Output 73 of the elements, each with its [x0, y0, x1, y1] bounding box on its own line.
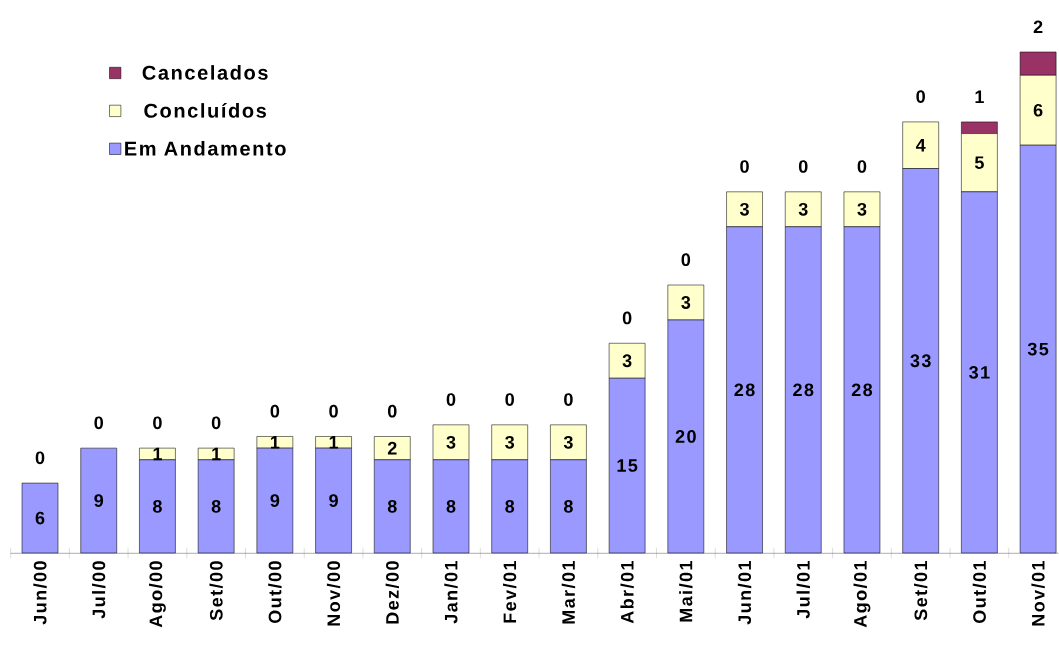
- x-tick-label: Ago/01: [853, 561, 871, 628]
- x-tick-label: Nov/00: [326, 561, 341, 626]
- data-label: 0: [35, 451, 45, 465]
- data-label: 3: [857, 202, 867, 216]
- legend-label: Concluídos: [144, 102, 266, 118]
- data-label: 35: [1027, 342, 1049, 356]
- data-label: 8: [446, 500, 456, 513]
- data-label: 1: [153, 447, 162, 461]
- data-label: 0: [740, 160, 749, 173]
- data-label: 28: [793, 383, 814, 397]
- legend-label: Cancelados: [142, 65, 268, 80]
- data-label: 3: [622, 354, 632, 368]
- data-label: 8: [211, 500, 221, 513]
- data-label: 0: [153, 416, 162, 430]
- data-label: 9: [270, 494, 280, 507]
- data-label: 0: [211, 416, 221, 430]
- x-tick-label: Set/00: [209, 561, 223, 621]
- data-label: 1: [270, 436, 280, 449]
- x-tick-label: Mar/01: [561, 561, 576, 624]
- data-label: 3: [798, 202, 808, 216]
- data-label: 9: [329, 494, 338, 507]
- data-label: 9: [94, 494, 104, 507]
- x-tick-label: Fev/01: [502, 561, 517, 623]
- data-label: 3: [446, 435, 456, 449]
- x-tick-label: Jan/01: [444, 561, 458, 624]
- legend-label: Em Andamento: [125, 140, 286, 156]
- x-tick-label: Dez/00: [385, 561, 399, 624]
- data-label: 8: [152, 500, 162, 513]
- x-tick-label: Jun/01: [737, 561, 752, 625]
- data-label: 6: [1033, 103, 1043, 117]
- x-tick-label: Jun/00: [33, 561, 47, 625]
- data-label: 28: [851, 383, 873, 397]
- data-label: 0: [505, 393, 514, 406]
- data-label: 28: [734, 383, 755, 397]
- data-label: 15: [617, 459, 638, 472]
- data-label: 0: [446, 393, 456, 406]
- x-tick-label: Set/01: [913, 561, 928, 621]
- data-label: 1: [212, 447, 221, 461]
- data-label: 0: [681, 253, 691, 267]
- data-label: 3: [739, 202, 749, 216]
- data-label: 0: [387, 404, 397, 418]
- data-label: 3: [563, 435, 573, 449]
- data-label: 3: [505, 435, 515, 449]
- x-tick-label: Mai/01: [679, 561, 693, 622]
- data-label: 6: [35, 511, 45, 525]
- data-label: 0: [916, 90, 925, 103]
- data-label: 0: [270, 404, 280, 418]
- data-label: 2: [387, 441, 397, 455]
- x-tick-label: Out/00: [268, 561, 282, 624]
- data-label: 20: [675, 430, 696, 443]
- data-label: 0: [857, 160, 867, 173]
- x-tick-label: Abr/01: [620, 561, 634, 624]
- x-tick-label: Jul/01: [796, 561, 810, 619]
- data-label: 8: [387, 500, 397, 513]
- x-tick-label: Jul/00: [92, 561, 106, 619]
- x-tick-label: Nov/01: [1031, 561, 1045, 626]
- data-label: 0: [622, 311, 632, 325]
- data-label: 0: [798, 160, 808, 173]
- x-tick-label: Ago/00: [149, 561, 166, 628]
- data-label: 5: [974, 156, 984, 169]
- data-label: 31: [969, 366, 990, 379]
- data-label: 4: [915, 139, 926, 152]
- data-label: 1: [329, 436, 339, 449]
- data-label: 8: [505, 500, 515, 513]
- data-label: 3: [681, 296, 691, 309]
- x-tick-label: Out/01: [972, 561, 987, 624]
- data-label: 1: [975, 90, 984, 103]
- data-label: 0: [564, 393, 573, 406]
- data-label: 0: [329, 404, 338, 418]
- data-label: 2: [1033, 20, 1043, 34]
- data-label: 8: [563, 500, 573, 513]
- data-label: 0: [94, 416, 103, 430]
- data-label: 33: [910, 354, 931, 368]
